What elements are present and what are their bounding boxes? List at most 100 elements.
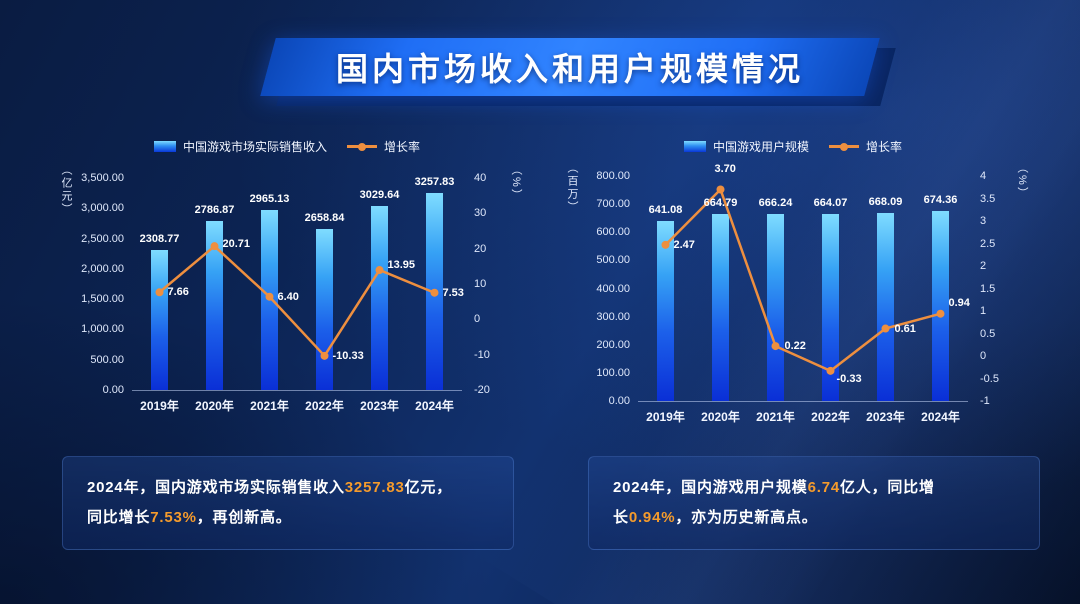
y-axis-tick: 2,000.00 — [81, 262, 124, 275]
y-axis-tick: 2,500.00 — [81, 232, 124, 245]
secondary-y-axis-tick: -10 — [474, 348, 490, 361]
line-value-label: 0.61 — [894, 322, 916, 335]
secondary-y-axis-tick: -20 — [474, 384, 490, 396]
legend-label: 增长率 — [866, 140, 903, 154]
x-axis-category: 2022年 — [305, 399, 344, 413]
bar-value-label: 664.07 — [813, 197, 848, 210]
bar-value-label: 666.24 — [758, 196, 793, 209]
y-axis-tick: 400.00 — [596, 282, 630, 295]
bar — [877, 213, 894, 401]
note-text: ，亦为历史新高点。 — [675, 509, 818, 526]
y-axis-tick: 200.00 — [596, 338, 630, 351]
secondary-y-axis-tick: 3 — [980, 215, 987, 227]
y-axis-tick: 100.00 — [596, 366, 630, 379]
y-axis-tick: 0.00 — [608, 395, 630, 407]
legend-item-line-series: 增长率 — [829, 138, 902, 155]
note-text: ，再创新高。 — [196, 509, 292, 526]
secondary-y-axis-tick: 3.5 — [980, 192, 996, 205]
legend-item-line-series: 增长率 — [347, 138, 420, 155]
bar-value-label: 641.08 — [648, 203, 683, 216]
line-series-swatch-icon — [829, 142, 859, 151]
line-value-label: 2.47 — [673, 238, 695, 251]
left-axis-unit: （亿元） — [60, 164, 72, 216]
x-axis-line — [132, 390, 462, 391]
secondary-y-axis-tick: -0.5 — [980, 372, 999, 385]
bar-value-label: 3029.64 — [359, 189, 400, 202]
highlight-value: 7.53% — [150, 509, 197, 526]
x-axis-category: 2020年 — [701, 410, 740, 424]
x-axis-category: 2019年 — [646, 410, 685, 424]
bar — [151, 250, 168, 390]
line-value-label: 0.22 — [784, 340, 806, 353]
highlight-value: 3257.83 — [344, 479, 405, 496]
secondary-y-axis-tick: 2.5 — [980, 237, 996, 250]
y-axis-tick: 3,500.00 — [81, 172, 124, 184]
bar-value-label: 3257.83 — [414, 175, 455, 188]
y-axis-tick: 700.00 — [596, 198, 630, 211]
x-axis-category: 2020年 — [195, 399, 234, 413]
line-value-label: 0.94 — [948, 296, 970, 309]
x-axis-line — [638, 401, 968, 402]
highlight-value: 6.74 — [807, 479, 840, 496]
y-axis-tick: 3,000.00 — [81, 202, 124, 215]
bar — [712, 214, 729, 401]
highlight-value: 0.94% — [628, 509, 676, 526]
legend-item-bar-series: 中国游戏用户规模 — [683, 138, 809, 155]
bar-series-swatch-icon — [683, 141, 706, 152]
bar — [932, 211, 949, 401]
line-value-label: 6.40 — [277, 290, 299, 303]
legend-label: 中国游戏市场实际销售收入 — [182, 140, 327, 154]
revenue-chart: 中国游戏市场实际销售收入 增长率 （亿元） （%） 3,500.00 3,000.00 2,… — [52, 126, 522, 431]
legend-label: 增长率 — [384, 140, 421, 154]
page-title-banner: 国内市场收入和用户规模情况 — [260, 38, 896, 106]
x-axis-category: 2021年 — [250, 399, 289, 413]
line-value-label: 7.53 — [442, 286, 464, 299]
bar — [371, 206, 388, 390]
y-axis-tick: 300.00 — [596, 310, 630, 323]
bar — [316, 228, 333, 390]
x-axis-category: 2019年 — [140, 399, 179, 413]
bar-value-label: 2308.77 — [139, 233, 180, 246]
line-series-swatch-icon — [347, 142, 377, 151]
x-axis-category: 2023年 — [866, 410, 905, 424]
legend-item-bar-series: 中国游戏市场实际销售收入 — [153, 138, 327, 155]
right-axis-unit: （%） — [1016, 162, 1028, 200]
y-axis-tick: 500.00 — [596, 254, 630, 267]
page-title: 国内市场收入和用户规模情况 — [335, 51, 804, 87]
x-axis-category: 2024年 — [921, 410, 960, 424]
bar-value-label: 664.79 — [703, 197, 738, 210]
note-text: 亿元， 同比增长 — [87, 479, 453, 526]
x-axis-category: 2021年 — [756, 410, 795, 424]
bar-value-label: 668.09 — [868, 196, 903, 209]
bar — [426, 192, 443, 390]
bar-series-swatch-icon — [153, 141, 176, 152]
secondary-y-axis-tick: 1.5 — [980, 282, 996, 295]
bar — [767, 213, 784, 401]
chart-legend: 中国游戏用户规模 增长率 — [558, 138, 1028, 155]
right-axis-unit: （%） — [510, 164, 522, 202]
revenue-summary-note: 2024年，国内游戏市场实际销售收入3257.83亿元， 同比增长7.53%，再… — [62, 456, 514, 550]
line-value-label: -10.33 — [332, 349, 364, 362]
line-value-label: 3.70 — [714, 162, 736, 175]
line-swatch-dot — [358, 142, 366, 151]
secondary-y-axis-tick: -1 — [980, 395, 990, 407]
y-axis-tick: 500.00 — [90, 353, 124, 366]
secondary-y-axis-tick: 40 — [474, 172, 487, 184]
line-swatch-dot — [840, 142, 848, 151]
y-axis-tick: 0.00 — [102, 384, 124, 396]
note-text: 2024年，国内游戏市场实际销售收入 — [87, 479, 345, 496]
line-value-label: 7.66 — [167, 286, 189, 299]
y-axis-tick: 1,500.00 — [81, 293, 124, 306]
note-text: 2024年，国内游戏用户规模 — [613, 479, 808, 496]
bar-value-label: 2786.87 — [194, 204, 235, 217]
line-point-marker — [716, 185, 725, 194]
left-axis-unit: （百万） — [566, 162, 578, 214]
y-axis-tick: 800.00 — [596, 170, 630, 182]
bar-value-label: 2658.84 — [304, 211, 345, 224]
line-value-label: -0.33 — [836, 372, 862, 385]
y-axis-tick: 600.00 — [596, 226, 630, 239]
users-chart: 中国游戏用户规模 增长率 （百万） （%） 800.00 700.00 600.00 500.… — [558, 126, 1028, 431]
x-axis-category: 2022年 — [811, 410, 850, 424]
bar — [261, 210, 278, 390]
